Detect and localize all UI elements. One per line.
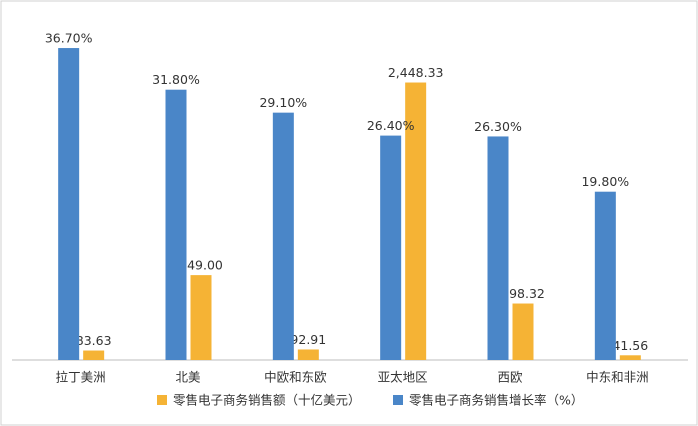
bar [165,89,187,360]
data-label: 41.56 [612,338,648,353]
bar [58,48,80,361]
bar [272,112,294,361]
bar [297,349,319,360]
legend-swatch [393,395,403,405]
data-label: 2,448.33 [388,65,444,80]
bar [405,82,427,361]
data-label: 749.00 [179,258,223,273]
bar [619,355,641,360]
bar [594,191,616,360]
data-label: 29.10% [259,95,307,110]
x-tick-label: 中欧和东欧 [264,370,327,385]
legend-label: 零售电子商务销售增长率（%） [409,393,583,408]
data-label: 31.80% [152,72,200,87]
x-tick-label: 西欧 [497,370,523,385]
legend-swatch [157,395,167,405]
x-tick-label: 拉丁美洲 [56,370,106,385]
bar [487,136,509,360]
bar [512,303,534,360]
x-tick-label: 亚太地区 [378,370,428,385]
bar [190,275,212,360]
data-label: 19.80% [581,174,629,189]
x-tick-label: 北美 [175,370,200,385]
bar [83,350,105,360]
x-tick-label: 中东和非洲 [586,370,649,385]
data-label: 36.70% [45,31,93,46]
bar [380,135,402,360]
data-label: 26.30% [474,119,522,134]
data-label: 83.63 [76,333,112,348]
data-label: 26.40% [367,118,415,133]
data-label: 498.32 [501,286,545,301]
legend-label: 零售电子商务销售额（十亿美元） [173,393,361,408]
data-label: 92.91 [290,332,326,347]
